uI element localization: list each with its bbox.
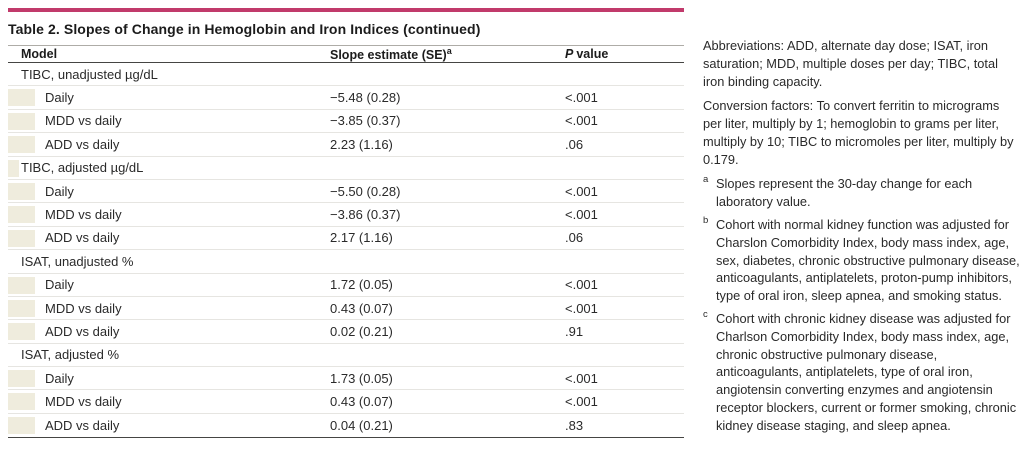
model-cell: MDD vs daily <box>45 394 122 410</box>
table-row: ADD vs daily 0.02 (0.21) .91 <box>8 320 684 344</box>
slope-cell: 2.23 (1.16) <box>330 136 393 152</box>
footnote-b-marker: b <box>703 215 709 227</box>
slope-cell: 0.43 (0.07) <box>330 300 393 316</box>
table-row: MDD vs daily 0.43 (0.07) <.001 <box>8 297 684 321</box>
row-indent-block <box>8 276 35 294</box>
conversion-factors-note: Conversion factors: To convert ferritin … <box>703 98 1014 167</box>
pvalue-cell: .06 <box>565 230 584 246</box>
footnote-c-marker: c <box>703 308 708 320</box>
slope-cell: 0.43 (0.07) <box>330 394 393 410</box>
model-cell: ISAT, unadjusted % <box>21 253 134 269</box>
row-indent-block <box>8 159 19 177</box>
table-row: ADD vs daily 0.04 (0.21) .83 <box>8 414 684 437</box>
slope-cell: −5.50 (0.28) <box>330 183 401 199</box>
pvalue-cell: <.001 <box>565 394 598 410</box>
pvalue-cell: <.001 <box>565 277 598 293</box>
row-indent-block <box>8 299 35 317</box>
footnote-c: c Cohort with chronic kidney disease was… <box>703 308 1020 434</box>
row-indent-block <box>8 370 35 388</box>
table-row: MDD vs daily 0.43 (0.07) <.001 <box>8 390 684 414</box>
pvalue-rest: value <box>576 47 609 61</box>
model-cell: ADD vs daily <box>45 136 120 152</box>
pvalue-cell: .83 <box>565 418 584 434</box>
model-cell: Daily <box>45 277 74 293</box>
slope-cell: 1.72 (0.05) <box>330 277 393 293</box>
table-row: Daily 1.73 (0.05) <.001 <box>8 367 684 391</box>
table-row: MDD vs daily −3.86 (0.37) <.001 <box>8 203 684 227</box>
model-cell: MDD vs daily <box>45 113 122 129</box>
model-cell: MDD vs daily <box>45 207 122 223</box>
model-cell: TIBC, unadjusted µg/dL <box>21 66 158 82</box>
table-row: Daily −5.50 (0.28) <.001 <box>8 180 684 204</box>
row-indent-block <box>8 89 35 107</box>
section-row-tibc-adjusted: TIBC, adjusted µg/dL <box>8 157 684 180</box>
table2-panel: Table 2. Slopes of Change in Hemoglobin … <box>8 8 684 439</box>
section-row-isat-unadjusted: ISAT, unadjusted % <box>8 250 684 274</box>
slope-cell: 0.04 (0.21) <box>330 418 393 434</box>
row-indent-block <box>8 229 35 247</box>
row-indent-block <box>8 136 35 154</box>
model-cell: Daily <box>45 370 74 386</box>
column-header-slope-label: Slope estimate (SE) <box>330 48 447 63</box>
pvalue-cell: .06 <box>565 136 584 152</box>
footnote-c-text: Cohort with chronic kidney disease was a… <box>716 310 1017 433</box>
table-row: ADD vs daily 2.17 (1.16) .06 <box>8 227 684 251</box>
table-title: Table 2. Slopes of Change in Hemoglobin … <box>8 21 481 37</box>
table-row: MDD vs daily −3.85 (0.37) <.001 <box>8 110 684 134</box>
table-row: ADD vs daily 2.23 (1.16) .06 <box>8 133 684 157</box>
slope-cell: 2.17 (1.16) <box>330 230 393 246</box>
table-body: TIBC, unadjusted µg/dL Daily −5.48 (0.28… <box>8 63 684 439</box>
abbreviations-note: Abbreviations: ADD, alternate day dose; … <box>703 38 998 89</box>
model-cell: TIBC, adjusted µg/dL <box>21 160 144 176</box>
row-indent-block <box>8 182 35 200</box>
pvalue-cell: <.001 <box>565 300 598 316</box>
footnote-a-marker: a <box>703 174 709 186</box>
model-cell: ADD vs daily <box>45 418 120 434</box>
pvalue-cell: <.001 <box>565 90 598 106</box>
row-indent-block <box>8 206 35 224</box>
slope-footnote-marker: a <box>446 45 452 56</box>
table-row: Daily −5.48 (0.28) <.001 <box>8 86 684 110</box>
table-row: Daily 1.72 (0.05) <.001 <box>8 274 684 297</box>
model-cell: ISAT, adjusted % <box>21 347 120 363</box>
model-cell: ADD vs daily <box>45 230 120 246</box>
row-indent-block <box>8 112 35 130</box>
slope-cell: 1.73 (0.05) <box>330 370 393 386</box>
model-cell: Daily <box>45 183 74 199</box>
slope-cell: 0.02 (0.21) <box>330 323 393 339</box>
slope-cell: −3.85 (0.37) <box>330 113 401 129</box>
footnote-b-text: Cohort with normal kidney function was a… <box>716 217 1020 304</box>
model-cell: ADD vs daily <box>45 323 120 339</box>
table-top-accent-rule <box>8 8 684 12</box>
footnote-a: a Slopes represent the 30-day change for… <box>703 174 1020 211</box>
row-indent-block <box>8 393 35 411</box>
pvalue-cell: <.001 <box>565 207 598 223</box>
pvalue-cell: <.001 <box>565 183 598 199</box>
row-indent-block <box>8 323 35 341</box>
pvalue-cell: <.001 <box>565 113 598 129</box>
slope-cell: −3.86 (0.37) <box>330 207 401 223</box>
footnote-a-text: Slopes represent the 30-day change for e… <box>716 176 973 210</box>
model-cell: MDD vs daily <box>45 300 122 316</box>
section-row-tibc-unadjusted: TIBC, unadjusted µg/dL <box>8 63 684 87</box>
column-header-slope: Slope estimate (SE)a <box>330 46 565 62</box>
section-row-isat-adjusted: ISAT, adjusted % <box>8 344 684 368</box>
column-header-model: Model <box>21 47 58 61</box>
slope-cell: −5.48 (0.28) <box>330 90 401 106</box>
pvalue-cell: <.001 <box>565 370 598 386</box>
pvalue-p-italic: P <box>565 47 574 61</box>
model-cell: Daily <box>45 90 74 106</box>
pvalue-cell: .91 <box>565 323 584 339</box>
row-indent-block <box>8 416 35 434</box>
footnote-b: b Cohort with normal kidney function was… <box>703 215 1020 305</box>
table-notes-panel: Abbreviations: ADD, alternate day dose; … <box>703 37 1020 439</box>
title-divider <box>8 45 684 46</box>
